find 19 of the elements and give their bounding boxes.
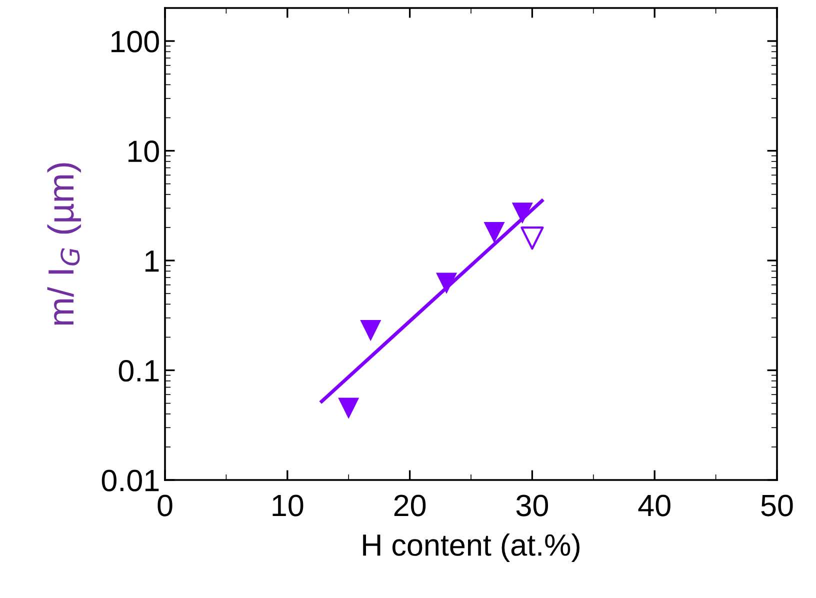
point (484, 222, 505, 244)
point (520, 226, 544, 250)
point (512, 202, 533, 224)
point (360, 320, 382, 342)
point (338, 398, 360, 419)
y-tick-label: 1 (145, 250, 159, 272)
x-tick-label: 0 (158, 494, 172, 516)
point (436, 272, 458, 294)
x-tick-label: 10 (272, 494, 304, 516)
y-axis-title: m/ I$_{G}$ (µm) (47, 163, 81, 325)
x-tick-label: 30 (516, 494, 548, 516)
x-axis-title: H content (at.%) (363, 533, 580, 562)
y-tick-label: 100 (111, 30, 159, 52)
y-tick-label: 0.1 (118, 360, 159, 382)
x-tick-label: 20 (394, 494, 426, 516)
y-tick-label: 10 (128, 140, 159, 162)
x-tick-label: 50 (761, 494, 793, 516)
y-tick-label: 0.01 (102, 470, 159, 492)
x-tick-label: 40 (638, 494, 670, 516)
